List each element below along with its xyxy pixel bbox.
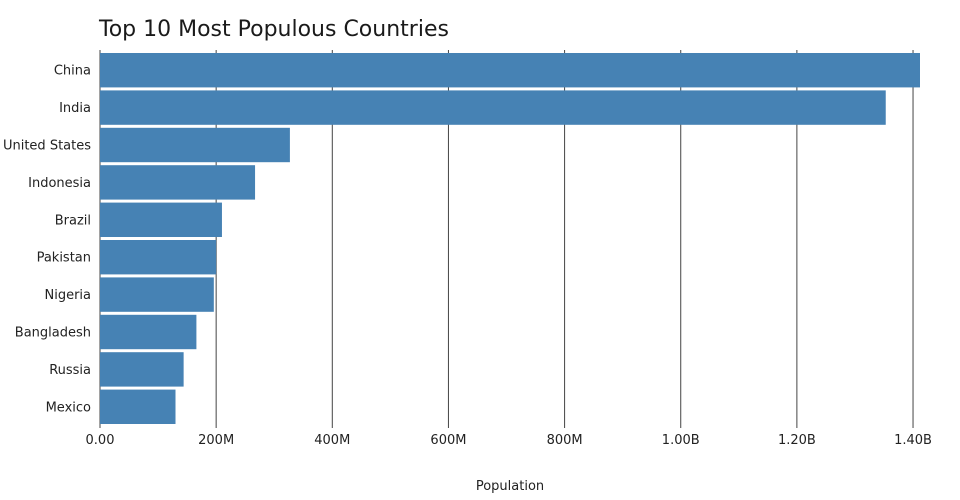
category-label: China — [54, 64, 91, 79]
x-tick-label: 1.00B — [662, 433, 700, 448]
category-label: Nigeria — [44, 288, 91, 303]
bar-pakistan[interactable] — [100, 240, 217, 275]
bar-india[interactable] — [100, 90, 886, 125]
x-tick-label: 1.20B — [778, 433, 816, 448]
bar-mexico[interactable] — [100, 389, 176, 424]
category-labels: China India United States Indonesia Brazil Pa… — [3, 64, 91, 416]
bar-indonesia[interactable] — [100, 165, 256, 200]
bars — [100, 53, 920, 424]
category-label: Bangladesh — [15, 326, 91, 341]
x-tick-label: 200M — [198, 433, 234, 448]
x-tick-label: 0.00 — [86, 433, 115, 448]
x-tick-label: 600M — [430, 433, 466, 448]
chart-title: Top 10 Most Populous Countries — [99, 17, 449, 42]
x-tick-label: 800M — [547, 433, 583, 448]
category-label: Mexico — [46, 400, 91, 415]
bar-brazil[interactable] — [100, 202, 222, 237]
category-label: Brazil — [55, 213, 91, 228]
x-tick-label: 1.40B — [894, 433, 932, 448]
bar-bangladesh[interactable] — [100, 314, 197, 350]
x-axis-title: Population — [476, 479, 544, 494]
category-label: India — [59, 101, 91, 116]
x-tick-label: 400M — [314, 433, 350, 448]
bar-united-states[interactable] — [100, 127, 290, 163]
bar-china[interactable] — [100, 53, 920, 88]
bar-nigeria[interactable] — [100, 277, 214, 312]
category-label: Russia — [49, 363, 91, 378]
category-label: United States — [3, 139, 91, 154]
category-label: Indonesia — [28, 176, 91, 191]
category-label: Pakistan — [37, 251, 91, 266]
bar-russia[interactable] — [100, 352, 184, 387]
x-axis-ticks: 0.00 200M 400M 600M 800M 1.00B 1.20B 1.40B — [86, 433, 932, 448]
